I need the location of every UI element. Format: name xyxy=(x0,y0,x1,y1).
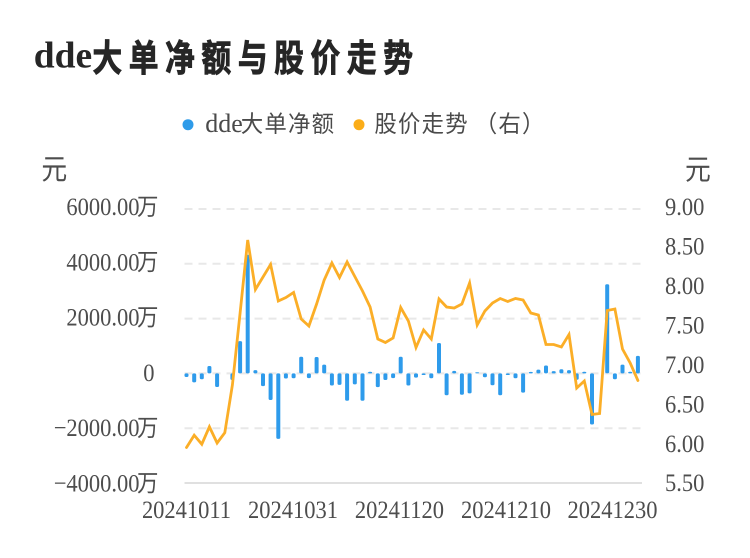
svg-text:7.00: 7.00 xyxy=(665,352,704,379)
svg-text:6.00: 6.00 xyxy=(665,431,704,458)
svg-text:dde: dde xyxy=(34,36,92,77)
svg-text:20241031: 20241031 xyxy=(248,497,338,524)
svg-text:20241230: 20241230 xyxy=(568,497,658,524)
svg-text:8.50: 8.50 xyxy=(665,233,704,260)
svg-text:−2000.00: −2000.00 xyxy=(54,415,140,442)
svg-text:20241120: 20241120 xyxy=(355,497,444,524)
svg-text:20241011: 20241011 xyxy=(142,497,231,524)
svg-text:6.50: 6.50 xyxy=(665,391,704,418)
svg-text:2000.00: 2000.00 xyxy=(66,305,139,332)
svg-text:7.50: 7.50 xyxy=(665,312,704,339)
svg-text:dde: dde xyxy=(205,109,243,138)
svg-text:6000.00: 6000.00 xyxy=(66,194,139,221)
svg-text:5.50: 5.50 xyxy=(665,470,704,497)
svg-text:0: 0 xyxy=(143,360,154,387)
svg-text:9.00: 9.00 xyxy=(665,194,704,221)
svg-text:−4000.00: −4000.00 xyxy=(54,470,140,497)
svg-text:8.00: 8.00 xyxy=(665,273,704,300)
svg-text:20241210: 20241210 xyxy=(461,497,551,524)
svg-text:4000.00: 4000.00 xyxy=(66,249,139,276)
